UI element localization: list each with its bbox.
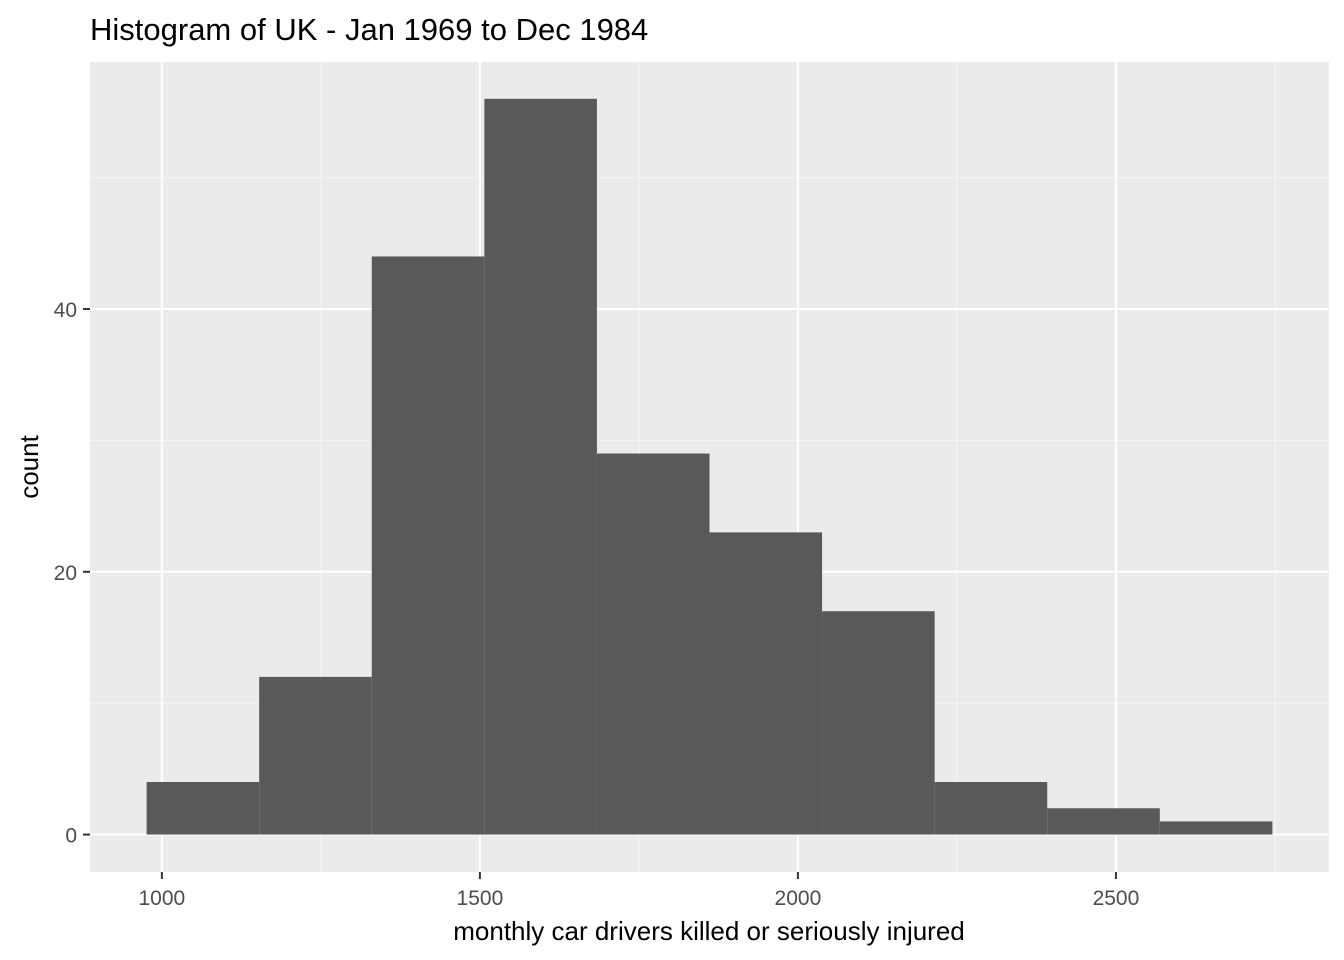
x-tick-label: 1500: [457, 887, 504, 910]
histogram-bar: [1047, 808, 1160, 835]
histogram-bar: [709, 532, 823, 835]
histogram-bar: [1159, 821, 1273, 835]
x-axis-title: monthly car drivers killed or seriously …: [453, 916, 965, 946]
histogram-bar: [259, 676, 372, 835]
y-axis: 0 20 40: [54, 299, 90, 848]
x-tick-label: 2500: [1093, 887, 1140, 910]
histogram-bar: [822, 611, 935, 835]
histogram-bar: [146, 782, 260, 835]
y-tick-label: 0: [65, 825, 77, 848]
x-axis: 1000 1500 2000 2500: [139, 872, 1140, 910]
histogram-bar: [934, 782, 1048, 835]
x-tick-label: 2000: [775, 887, 822, 910]
chart-title: Histogram of UK - Jan 1969 to Dec 1984: [90, 12, 648, 47]
y-tick-label: 20: [54, 562, 77, 585]
histogram-bar: [484, 98, 597, 835]
histogram-bars: [146, 98, 1273, 835]
x-tick-label: 1000: [139, 887, 186, 910]
y-axis-title: count: [14, 434, 44, 498]
y-tick-label: 40: [54, 299, 77, 322]
histogram-bar: [371, 256, 485, 835]
histogram-bar: [596, 453, 710, 835]
